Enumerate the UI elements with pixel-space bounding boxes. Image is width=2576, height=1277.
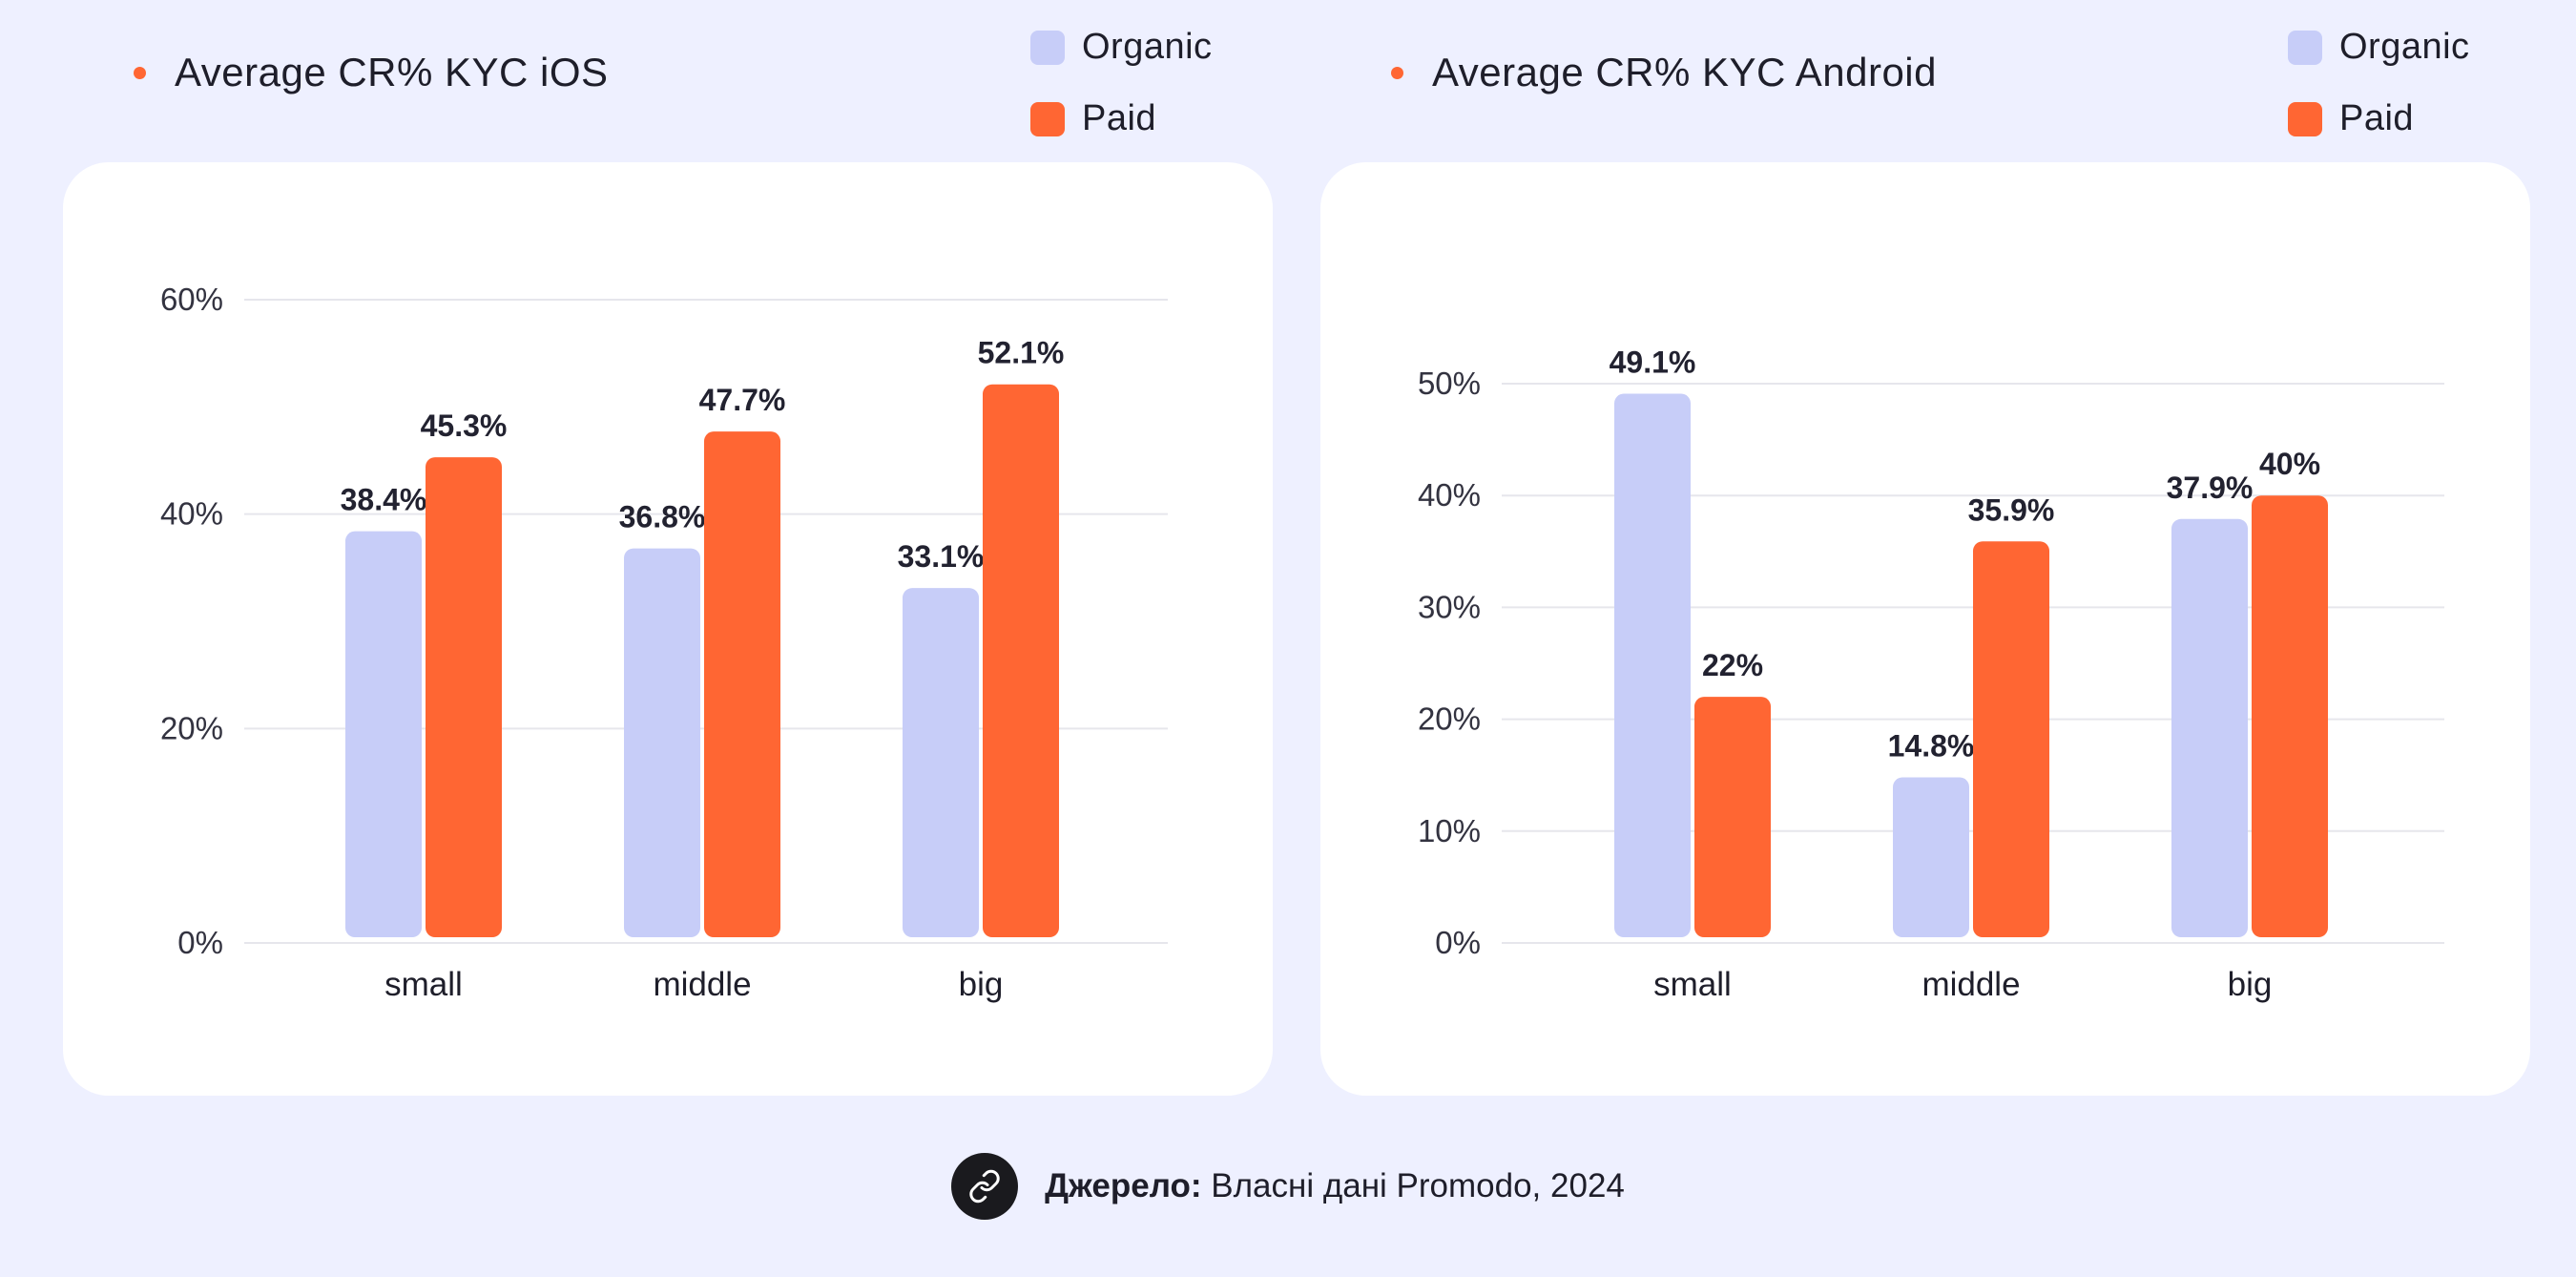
data-label: 37.9%	[2167, 471, 2254, 505]
legend-label-organic: Organic	[2339, 27, 2470, 67]
data-label: 40%	[2259, 447, 2320, 481]
bar-paid-small	[1694, 697, 1771, 937]
source-footer: Джерело: Власні дані Promodo, 2024	[0, 1153, 2576, 1220]
source-value: Власні дані Promodo, 2024	[1211, 1167, 1625, 1204]
link-icon	[951, 1153, 1019, 1220]
x-category-label: small	[1653, 966, 1732, 1003]
chart-plot: 0% 20% 40% 60% 38.4% 45.3% small 36.8% 47.7% midd…	[160, 282, 1168, 1003]
y-tick-label: 40%	[160, 496, 223, 532]
y-tick-label: 0%	[1435, 925, 1481, 960]
legend-swatch-paid	[2288, 101, 2322, 136]
data-label: 52.1%	[978, 336, 1065, 370]
data-label: 36.8%	[619, 500, 706, 534]
bar-paid-big	[2252, 495, 2328, 937]
source-text: Джерело: Власні дані Promodo, 2024	[1045, 1167, 1625, 1205]
legend-item-organic: Organic	[2288, 27, 2470, 68]
chart-title-row: Average CR% KYC iOS	[134, 50, 609, 95]
bar-organic-big	[903, 588, 979, 937]
chart-card: 0% 20% 40% 60% 38.4% 45.3% small 36.8% 47.7% midd…	[63, 162, 1273, 1096]
legend-item-paid: Paid	[2288, 98, 2470, 139]
chart-legend: Organic Paid	[1030, 27, 1213, 139]
bar-organic-middle	[1893, 777, 1969, 937]
legend-item-organic: Organic	[1030, 27, 1213, 68]
chart-title-row: Average CR% KYC Android	[1391, 50, 1937, 95]
bar-organic-big	[2171, 518, 2248, 937]
x-category-label: big	[959, 966, 1004, 1003]
legend-label-paid: Paid	[1082, 98, 1157, 138]
data-label: 47.7%	[699, 383, 786, 417]
bar-organic-small	[1614, 393, 1691, 938]
y-tick-label: 10%	[1418, 813, 1481, 848]
y-tick-label: 20%	[1418, 701, 1481, 737]
y-tick-label: 30%	[1418, 589, 1481, 624]
legend-label-organic: Organic	[1082, 27, 1213, 67]
y-tick-label: 0%	[177, 925, 223, 960]
legend-swatch-organic	[2288, 30, 2322, 65]
bar-paid-middle	[1973, 541, 2049, 937]
x-category-label: small	[384, 966, 463, 1003]
data-label: 45.3%	[421, 408, 508, 443]
chart-title: Average CR% KYC iOS	[175, 50, 609, 94]
source-label: Джерело:	[1045, 1167, 1202, 1204]
chart-legend: Organic Paid	[2288, 27, 2470, 139]
data-label: 49.1%	[1610, 345, 1696, 380]
bar-organic-small	[345, 531, 422, 937]
x-category-label: middle	[1922, 966, 2020, 1003]
x-category-label: big	[2228, 966, 2273, 1003]
bar-organic-middle	[624, 548, 700, 937]
data-label: 14.8%	[1888, 729, 1975, 764]
legend-item-paid: Paid	[1030, 98, 1213, 139]
bullet-icon	[1391, 66, 1403, 79]
y-tick-label: 60%	[160, 282, 223, 317]
legend-swatch-organic	[1030, 30, 1065, 65]
bullet-icon	[134, 66, 146, 79]
bar-paid-big	[983, 384, 1059, 937]
data-label: 35.9%	[1968, 492, 2055, 527]
bar-paid-middle	[704, 431, 780, 937]
y-tick-label: 20%	[160, 710, 223, 745]
chart-plot: 0% 10% 20% 30% 40% 50% 49.1% 22% small 14.8% 35.9%…	[1418, 345, 2444, 1003]
chart-title: Average CR% KYC Android	[1432, 50, 1937, 94]
legend-label-paid: Paid	[2339, 98, 2415, 138]
chart-android: Average CR% KYC Android Organic Paid 0% 1…	[1319, 0, 2559, 1107]
data-label: 33.1%	[898, 539, 985, 574]
data-label: 38.4%	[341, 483, 427, 517]
chart-card: 0% 10% 20% 30% 40% 50% 49.1% 22% small 14.8% 35.9%…	[1320, 162, 2530, 1096]
chart-ios: Average CR% KYC iOS Organic Paid 0% 20% 40…	[61, 0, 1301, 1107]
data-label: 22%	[1702, 648, 1763, 682]
x-category-label: middle	[653, 966, 751, 1003]
y-tick-label: 40%	[1418, 477, 1481, 513]
bar-paid-small	[426, 457, 502, 937]
y-tick-label: 50%	[1418, 366, 1481, 401]
legend-swatch-paid	[1030, 101, 1065, 136]
